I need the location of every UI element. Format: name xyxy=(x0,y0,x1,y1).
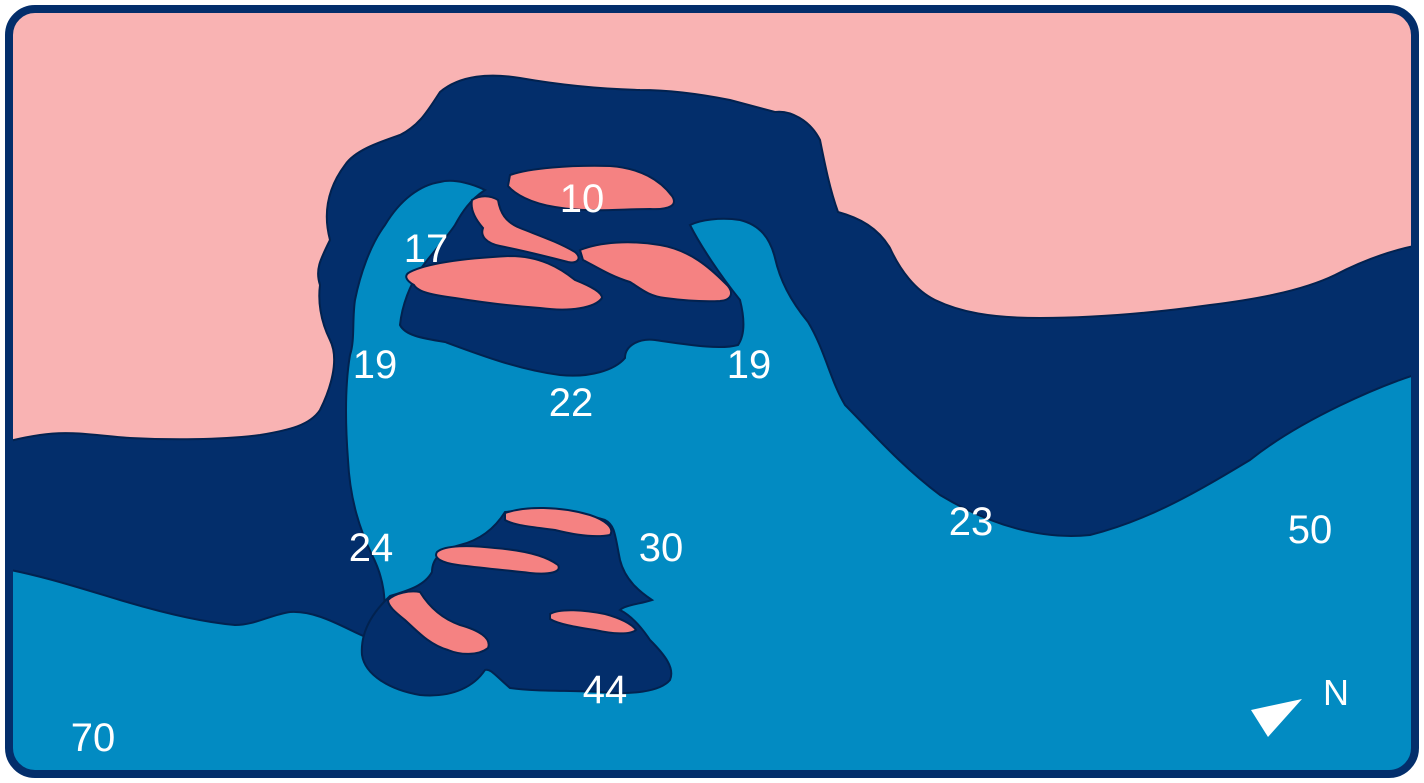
rock-outcrop-north xyxy=(506,164,675,212)
depth-label: 23 xyxy=(949,500,994,544)
reef-rock-west xyxy=(386,590,490,655)
compass-north-label: N xyxy=(1323,672,1349,713)
depth-label: 30 xyxy=(639,526,684,570)
rock-outcrop-east xyxy=(578,241,732,303)
depth-label: 50 xyxy=(1288,508,1333,552)
depth-label: 10 xyxy=(560,177,605,221)
depth-label: 17 xyxy=(404,227,449,271)
reef-rock-east xyxy=(549,609,638,635)
depth-label: 22 xyxy=(549,381,594,425)
reef-rock-top xyxy=(504,507,613,538)
depth-label: 19 xyxy=(353,343,398,387)
depth-label: 19 xyxy=(727,343,772,387)
depth-label: 44 xyxy=(583,668,628,712)
depth-label: 24 xyxy=(349,526,394,570)
north-arrow-icon xyxy=(1251,699,1302,737)
reef-rock-middle xyxy=(435,545,560,575)
rock-outcrop-west xyxy=(405,254,604,311)
land-mass xyxy=(9,9,1415,446)
depth-label: 70 xyxy=(71,716,116,760)
compass: N xyxy=(1251,672,1349,737)
map-border xyxy=(5,5,1419,778)
rock-outcrop-narrow xyxy=(470,195,580,264)
